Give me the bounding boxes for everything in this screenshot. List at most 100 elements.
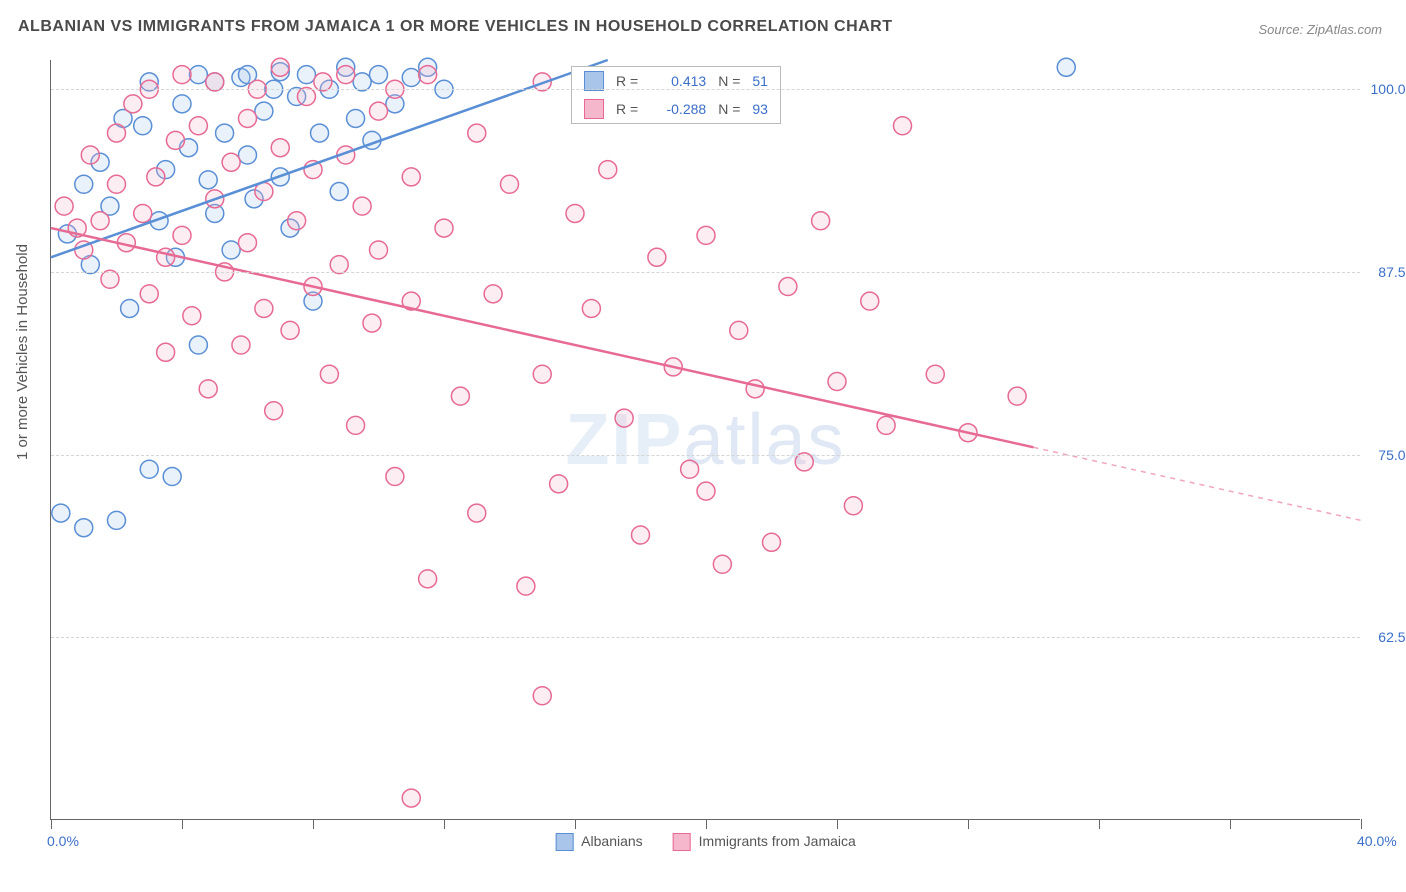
- gridline: [51, 455, 1360, 456]
- y-axis-label: 1 or more Vehicles in Household: [14, 244, 31, 460]
- data-point: [108, 175, 126, 193]
- data-point: [681, 460, 699, 478]
- data-point: [347, 109, 365, 127]
- data-point: [402, 69, 420, 87]
- x-tick: [1099, 819, 1100, 829]
- data-point: [533, 687, 551, 705]
- data-point: [828, 373, 846, 391]
- data-point: [353, 197, 371, 215]
- data-point: [222, 241, 240, 259]
- data-point: [566, 204, 584, 222]
- data-point: [517, 577, 535, 595]
- legend-n-value: 93: [752, 101, 768, 117]
- x-tick: [837, 819, 838, 829]
- data-point: [288, 212, 306, 230]
- gridline: [51, 637, 1360, 638]
- data-point: [239, 109, 257, 127]
- legend-label: Albanians: [581, 833, 643, 849]
- data-point: [330, 256, 348, 274]
- data-point: [550, 475, 568, 493]
- data-point: [632, 526, 650, 544]
- chart-title: ALBANIAN VS IMMIGRANTS FROM JAMAICA 1 OR…: [18, 18, 893, 36]
- data-point: [140, 285, 158, 303]
- data-point: [337, 66, 355, 84]
- data-point: [189, 66, 207, 84]
- data-point: [763, 533, 781, 551]
- data-point: [101, 270, 119, 288]
- data-point: [216, 124, 234, 142]
- legend-swatch: [584, 71, 604, 91]
- data-point: [468, 124, 486, 142]
- data-point: [926, 365, 944, 383]
- data-point: [370, 241, 388, 259]
- data-point: [173, 66, 191, 84]
- y-tick-label: 62.5%: [1378, 629, 1406, 645]
- data-point: [697, 482, 715, 500]
- x-tick: [1361, 819, 1362, 829]
- source-attribution: Source: ZipAtlas.com: [1258, 22, 1382, 37]
- data-point: [419, 66, 437, 84]
- data-point: [730, 321, 748, 339]
- data-point: [311, 124, 329, 142]
- gridline: [51, 89, 1360, 90]
- data-point: [147, 168, 165, 186]
- data-point: [484, 285, 502, 303]
- data-point: [1008, 387, 1026, 405]
- data-point: [297, 88, 315, 106]
- legend-swatch: [673, 833, 691, 851]
- data-point: [419, 570, 437, 588]
- data-point: [55, 197, 73, 215]
- x-tick: [575, 819, 576, 829]
- data-point: [166, 131, 184, 149]
- data-point: [239, 234, 257, 252]
- chart-svg: [51, 60, 1360, 819]
- data-point: [861, 292, 879, 310]
- x-tick: [182, 819, 183, 829]
- data-point: [779, 278, 797, 296]
- data-point: [812, 212, 830, 230]
- data-point: [91, 212, 109, 230]
- data-point: [206, 73, 224, 91]
- data-point: [435, 219, 453, 237]
- data-point: [75, 519, 93, 537]
- legend-n-label: N =: [718, 73, 740, 89]
- x-tick: [1230, 819, 1231, 829]
- data-point: [894, 117, 912, 135]
- legend-swatch: [555, 833, 573, 851]
- legend-r-label: R =: [616, 101, 638, 117]
- correlation-legend: R =0.413N =51R =-0.288N =93: [571, 66, 781, 124]
- data-point: [199, 380, 217, 398]
- data-point: [134, 204, 152, 222]
- x-tick: [968, 819, 969, 829]
- data-point: [189, 336, 207, 354]
- data-point: [189, 117, 207, 135]
- data-point: [1057, 58, 1075, 76]
- data-point: [314, 73, 332, 91]
- data-point: [183, 307, 201, 325]
- data-point: [451, 387, 469, 405]
- legend-r-value: -0.288: [650, 101, 706, 117]
- y-tick-label: 100.0%: [1371, 81, 1406, 97]
- data-point: [582, 299, 600, 317]
- legend-r-label: R =: [616, 73, 638, 89]
- legend-label: Immigrants from Jamaica: [699, 833, 856, 849]
- data-point: [533, 365, 551, 383]
- legend-item: Albanians: [555, 833, 643, 851]
- data-point: [281, 321, 299, 339]
- legend-swatch: [584, 99, 604, 119]
- data-point: [599, 161, 617, 179]
- data-point: [402, 168, 420, 186]
- legend-r-value: 0.413: [650, 73, 706, 89]
- data-point: [239, 146, 257, 164]
- data-point: [232, 336, 250, 354]
- data-point: [402, 789, 420, 807]
- data-point: [199, 171, 217, 189]
- legend-row: R =0.413N =51: [572, 67, 780, 95]
- data-point: [615, 409, 633, 427]
- data-point: [501, 175, 519, 193]
- data-point: [648, 248, 666, 266]
- data-point: [255, 102, 273, 120]
- data-point: [297, 66, 315, 84]
- data-point: [134, 117, 152, 135]
- data-point: [353, 73, 371, 91]
